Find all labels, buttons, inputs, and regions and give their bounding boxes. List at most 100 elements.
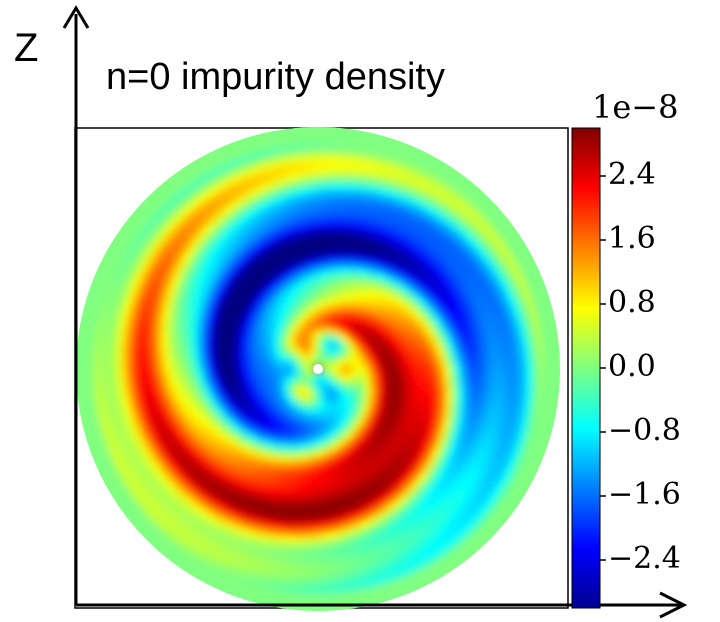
heatmap-cell [537, 367, 545, 382]
heatmap-cell [307, 544, 320, 552]
heatmap-cell [531, 367, 539, 382]
heatmap-cell [91, 356, 99, 371]
heatmap-cell [454, 368, 462, 378]
heatmap-cell [542, 355, 550, 370]
heatmap-cell [113, 368, 121, 381]
heatmap-cell [438, 368, 446, 377]
heatmap-cell [493, 367, 501, 380]
heatmap-cell [97, 368, 105, 382]
heatmap-cell [306, 566, 320, 574]
heatmap-cell [421, 368, 429, 376]
heatmap-cell [307, 181, 319, 189]
heatmap-cell [157, 360, 165, 370]
heatmap-cell [316, 175, 329, 183]
heatmap-cell [427, 368, 435, 376]
heatmap-cell [124, 368, 132, 381]
heatmap-cell [86, 356, 94, 371]
heatmap-cell [317, 203, 328, 211]
heatmap-cell [339, 368, 347, 372]
heatmap-cell [377, 368, 385, 374]
heatmap-cell [405, 368, 413, 375]
heatmap-cell [355, 368, 363, 372]
heatmap-cell [487, 358, 495, 370]
heatmap-cell [317, 258, 325, 266]
heatmap-cell [526, 356, 534, 370]
heatmap-cell [135, 358, 143, 371]
heatmap-cell [310, 500, 320, 508]
heatmap-cell [168, 360, 176, 370]
heatmap-cell [201, 362, 209, 370]
heatmap-cell [399, 368, 407, 375]
heatmap-cell [344, 368, 352, 372]
heatmap-cell [520, 356, 528, 370]
heatmap-cell [309, 511, 319, 519]
heatmap-cell [317, 247, 325, 255]
heatmap-cell [311, 472, 319, 480]
heatmap-cell [305, 153, 319, 161]
heatmap-cell [471, 359, 479, 370]
heatmap-cell [449, 367, 457, 377]
heatmap-cell [317, 252, 325, 260]
heatmap-cell [305, 148, 319, 156]
heatmap-cell [316, 230, 326, 238]
heatmap-cell [317, 522, 328, 530]
heatmap-cell [141, 359, 149, 371]
heatmap-cell [130, 368, 138, 380]
heatmap-cell [493, 358, 501, 370]
heatmap-cell [102, 368, 110, 382]
heatmap-cell [465, 359, 473, 370]
heatmap-cell [316, 159, 330, 167]
heatmap-cell [157, 368, 165, 379]
heatmap-cell [306, 170, 319, 178]
heatmap-cell [317, 214, 327, 222]
heatmap-cell [316, 170, 330, 178]
heatmap-cell [515, 357, 523, 370]
heatmap-cell [388, 368, 396, 374]
heatmap-cell [141, 368, 149, 380]
heatmap-cell [432, 368, 440, 376]
heatmap-cell [317, 527, 328, 535]
heatmap-cell [372, 368, 380, 373]
heatmap-cell [487, 367, 495, 379]
heatmap-cell [308, 538, 320, 546]
heatmap-cell [317, 560, 330, 568]
heatmap-cell [185, 361, 193, 370]
heatmap-cell [311, 478, 319, 486]
heatmap-cell [119, 357, 127, 371]
heatmap-cell [152, 368, 160, 379]
heatmap-cell [308, 203, 319, 211]
heatmap-cell [305, 582, 320, 590]
heatmap-cell [443, 368, 451, 377]
heatmap-cell [317, 571, 331, 579]
heatmap-cell [498, 358, 506, 370]
heatmap-cell [316, 192, 328, 200]
impurity-density-heatmap [76, 127, 560, 611]
heatmap-cell [317, 516, 328, 524]
heatmap-cell [190, 361, 198, 370]
heatmap-cell [316, 148, 331, 156]
heatmap-cell [306, 175, 319, 183]
heatmap-cell [305, 159, 319, 167]
heatmap-cell [163, 360, 171, 370]
heatmap-cell [476, 368, 484, 379]
heatmap-cell [471, 368, 479, 378]
heatmap-cell [361, 368, 369, 373]
heatmap-cell [207, 362, 215, 370]
heatmap-cell [108, 357, 116, 371]
heatmap-cell [119, 368, 127, 381]
heatmap-cell [310, 489, 319, 497]
heatmap-cell [163, 368, 171, 379]
heatmap-cell [317, 549, 329, 557]
heatmap-cell [317, 588, 332, 596]
heatmap-cell [317, 219, 327, 227]
heatmap-cell [310, 494, 319, 502]
heatmap-cell [317, 197, 328, 205]
heatmap-cell [304, 137, 319, 145]
heatmap-cell [146, 359, 154, 370]
heatmap-cell [537, 355, 545, 370]
heatmap-cell [504, 357, 512, 370]
heatmap-cell [307, 555, 320, 563]
heatmap-cell [322, 368, 330, 371]
heatmap-cell [317, 236, 326, 244]
